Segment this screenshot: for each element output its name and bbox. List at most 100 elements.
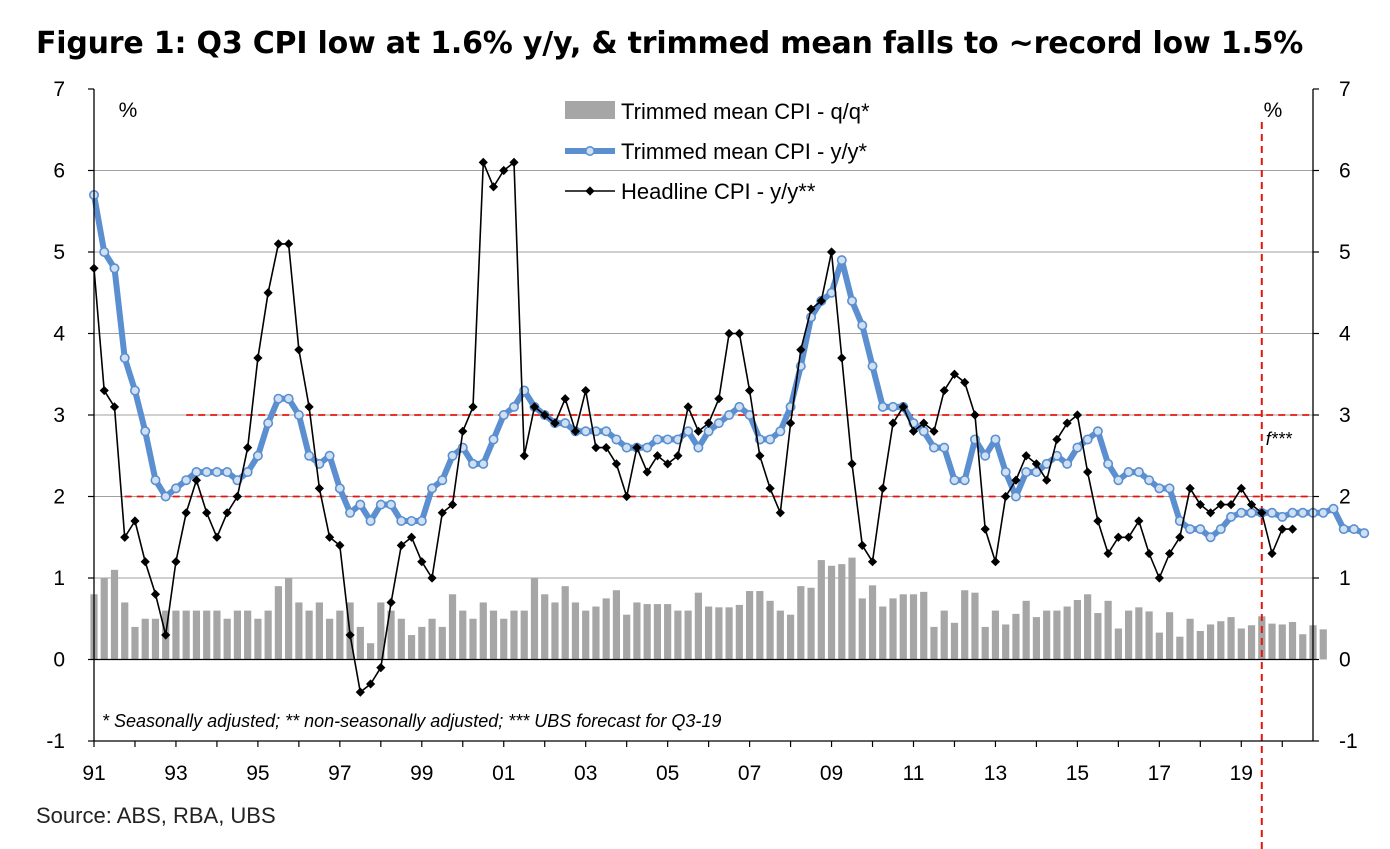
- bar-qq: [1196, 630, 1204, 660]
- headline-cpi-yy-point: [1277, 524, 1287, 534]
- bar-qq: [336, 610, 344, 660]
- trimmed-mean-yy-point: [1318, 507, 1329, 518]
- headline-cpi-yy-point: [1267, 548, 1277, 559]
- headline-cpi-yy-point: [325, 532, 335, 542]
- headline-cpi-yy-point: [488, 182, 499, 192]
- bar-qq: [315, 602, 323, 660]
- trimmed-mean-yy-point: [345, 507, 356, 518]
- bar-qq: [1299, 634, 1307, 660]
- trimmed-mean-yy-point: [939, 442, 950, 453]
- headline-cpi-yy-point: [1072, 410, 1082, 420]
- headline-cpi-yy-point: [673, 451, 683, 461]
- x-tick-label: 99: [410, 762, 433, 785]
- trimmed-mean-yy-point: [836, 255, 847, 266]
- headline-cpi-yy-point: [663, 459, 673, 469]
- bar-qq: [1012, 613, 1020, 660]
- trimmed-mean-yy-point: [1103, 458, 1114, 469]
- bar-qq: [612, 590, 621, 660]
- bar-qq: [848, 557, 856, 660]
- headline-cpi-yy-point: [1236, 483, 1246, 493]
- chart-footnote: * Seasonally adjusted; ** non-seasonally…: [102, 711, 721, 731]
- bar-qq: [735, 604, 743, 660]
- bar-qq: [274, 586, 282, 660]
- legend-swatch-bars: [565, 101, 615, 119]
- headline-cpi-yy-point: [1175, 532, 1185, 542]
- headline-cpi-yy-point: [775, 508, 785, 518]
- bar-qq: [899, 594, 907, 660]
- trimmed-mean-yy-point: [1277, 511, 1288, 522]
- bar-qq: [428, 618, 436, 660]
- bar-qq: [510, 610, 518, 660]
- trimmed-mean-yy-point: [601, 426, 612, 437]
- bar-qq: [254, 618, 262, 660]
- headline-cpi-yy-point: [140, 557, 150, 567]
- x-tick-label: 13: [984, 762, 1007, 785]
- headline-cpi-yy-point: [161, 630, 171, 640]
- headline-cpi-yy-point: [837, 353, 847, 363]
- bar-qq: [530, 578, 539, 660]
- headline-cpi-yy-point: [1113, 532, 1123, 542]
- headline-cpi-yy-point: [1001, 491, 1011, 502]
- headline-cpi-yy-point: [908, 426, 919, 436]
- bar-qq: [1084, 594, 1092, 660]
- bar-qq: [684, 610, 692, 660]
- bar-qq: [151, 618, 160, 660]
- headline-cpi-yy-point: [652, 451, 663, 461]
- line-series: [89, 157, 1370, 697]
- bar-series-trimmed-qq: [90, 557, 1327, 660]
- bar-qq: [520, 610, 528, 660]
- headline-cpi-yy-point: [427, 573, 437, 583]
- trimmed-mean-yy-point: [980, 450, 991, 461]
- trimmed-mean-yy-point: [222, 467, 233, 478]
- headline-cpi-yy-point: [785, 418, 796, 428]
- headline-cpi-yy-point: [1195, 500, 1205, 510]
- bar-qq: [387, 610, 395, 660]
- y-unit-label-left: %: [119, 99, 138, 122]
- bar-qq: [715, 607, 723, 660]
- bar-qq: [110, 569, 119, 660]
- trimmed-mean-yy-point: [1144, 475, 1155, 486]
- trimmed-mean-yy-point: [1000, 467, 1011, 478]
- y-tick-label-right: 0: [1339, 649, 1351, 672]
- x-tick-label: 03: [574, 762, 597, 785]
- trimmed-mean-yy-point: [1113, 475, 1124, 486]
- trimmed-mean-yy-point: [365, 515, 376, 526]
- headline-cpi-yy-point: [1205, 508, 1216, 518]
- trimmed-mean-yy-point: [304, 450, 315, 461]
- bar-qq: [1114, 628, 1122, 660]
- trimmed-mean-yy-point: [273, 393, 284, 404]
- bar-qq: [1053, 610, 1061, 660]
- headline-cpi-yy-point: [222, 508, 232, 518]
- trimmed-mean-yy-point: [150, 475, 161, 486]
- headline-cpi-yy-point: [560, 394, 570, 404]
- headline-cpi-yy-point: [622, 491, 632, 502]
- trimmed-mean-yy-point: [263, 418, 274, 429]
- trimmed-mean-yy-point: [140, 426, 151, 437]
- headline-cpi-yy-point: [1226, 500, 1236, 510]
- bar-qq: [1165, 612, 1174, 660]
- bar-qq: [407, 635, 416, 660]
- headline-cpi-yy-point: [109, 402, 120, 412]
- y-tick-label-left: 6: [53, 160, 65, 183]
- trimmed-mean-yy-point: [478, 458, 489, 469]
- headline-cpi-yy-point: [1287, 524, 1298, 534]
- trimmed-mean-yy-point: [468, 458, 479, 469]
- bar-qq: [203, 610, 211, 660]
- bar-qq: [295, 602, 303, 660]
- trimmed-mean-yy-point: [847, 295, 858, 306]
- headline-cpi-yy-point: [857, 540, 867, 550]
- bar-qq: [961, 590, 969, 660]
- bar-qq: [1135, 607, 1143, 660]
- headline-cpi-yy-point: [878, 483, 888, 493]
- trimmed-mean-yy-point: [683, 426, 694, 437]
- bar-qq: [1063, 606, 1071, 660]
- legend-swatch-trimmed-marker: [584, 146, 595, 157]
- bar-qq: [633, 602, 641, 660]
- headline-cpi-yy-point: [704, 418, 714, 428]
- headline-cpi-yy-point: [939, 385, 949, 396]
- headline-cpi-yy-point: [611, 459, 622, 469]
- headline-cpi-yy-point: [294, 345, 304, 355]
- bar-qq: [930, 626, 938, 660]
- trimmed-mean-yy-point: [928, 442, 939, 453]
